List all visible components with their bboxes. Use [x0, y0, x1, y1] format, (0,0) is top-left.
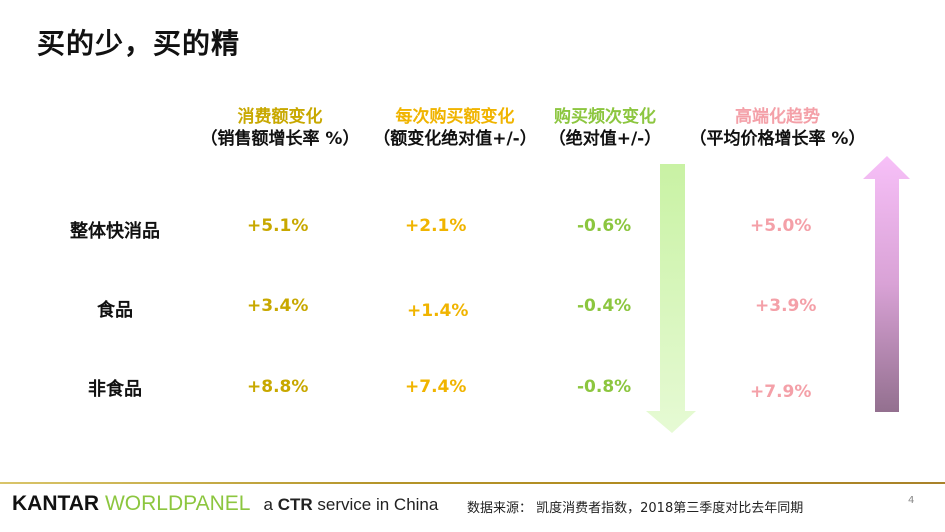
value-nonfood-frequency: -0.8% [577, 377, 632, 397]
value-total-frequency: -0.6% [577, 216, 632, 236]
column-header-sales-change: 消费额变化 （销售额增长率 %） [190, 106, 370, 150]
column-subtitle: （绝对值+/-） [548, 129, 662, 149]
value-nonfood-premium: +7.9% [750, 382, 812, 402]
value-total-sales: +5.1% [247, 216, 309, 236]
value-food-per-trip: +1.4% [407, 301, 469, 321]
logo-tagline: a CTR service in China [263, 495, 439, 514]
column-header-per-trip-spend: 每次购买额变化 （额变化绝对值+/-） [365, 106, 545, 150]
row-label-non-food: 非食品 [88, 379, 142, 400]
value-nonfood-per-trip: +7.4% [405, 377, 467, 397]
value-food-frequency: -0.4% [577, 296, 632, 316]
page-number: 4 [908, 495, 915, 506]
column-title: 购买频次变化 [554, 107, 656, 127]
value-food-sales: +3.4% [247, 296, 309, 316]
logo-kantar: KANTAR [12, 492, 100, 515]
column-header-premiumization: 高端化趋势 （平均价格增长率 %） [680, 106, 875, 150]
column-title: 消费额变化 [237, 107, 323, 127]
logo-worldpanel: WORLDPANEL [104, 492, 250, 515]
value-total-premium: +5.0% [750, 216, 812, 236]
data-source-note: 数据来源： 凯度消费者指数，2018第三季度对比去年同期 [467, 501, 804, 516]
kantar-worldpanel-logo: KANTAR WORLDPANEL a CTR service in China [12, 492, 438, 516]
arrow-down-icon [646, 164, 696, 433]
row-label-food: 食品 [97, 300, 133, 321]
column-header-frequency-change: 购买频次变化 （绝对值+/-） [540, 106, 670, 150]
column-title: 每次购买额变化 [395, 107, 515, 127]
footer-divider [0, 482, 945, 484]
row-label-total-fmcg: 整体快消品 [70, 221, 160, 242]
column-subtitle: （销售额增长率 %） [200, 129, 360, 149]
value-nonfood-sales: +8.8% [247, 377, 309, 397]
slide-title: 买的少，买的精 [37, 27, 241, 60]
value-food-premium: +3.9% [755, 296, 817, 316]
column-title: 高端化趋势 [735, 107, 820, 127]
value-total-per-trip: +2.1% [405, 216, 467, 236]
arrow-up-icon [863, 156, 910, 412]
column-subtitle: （平均价格增长率 %） [689, 129, 866, 149]
column-subtitle: （额变化绝对值+/-） [373, 129, 537, 149]
